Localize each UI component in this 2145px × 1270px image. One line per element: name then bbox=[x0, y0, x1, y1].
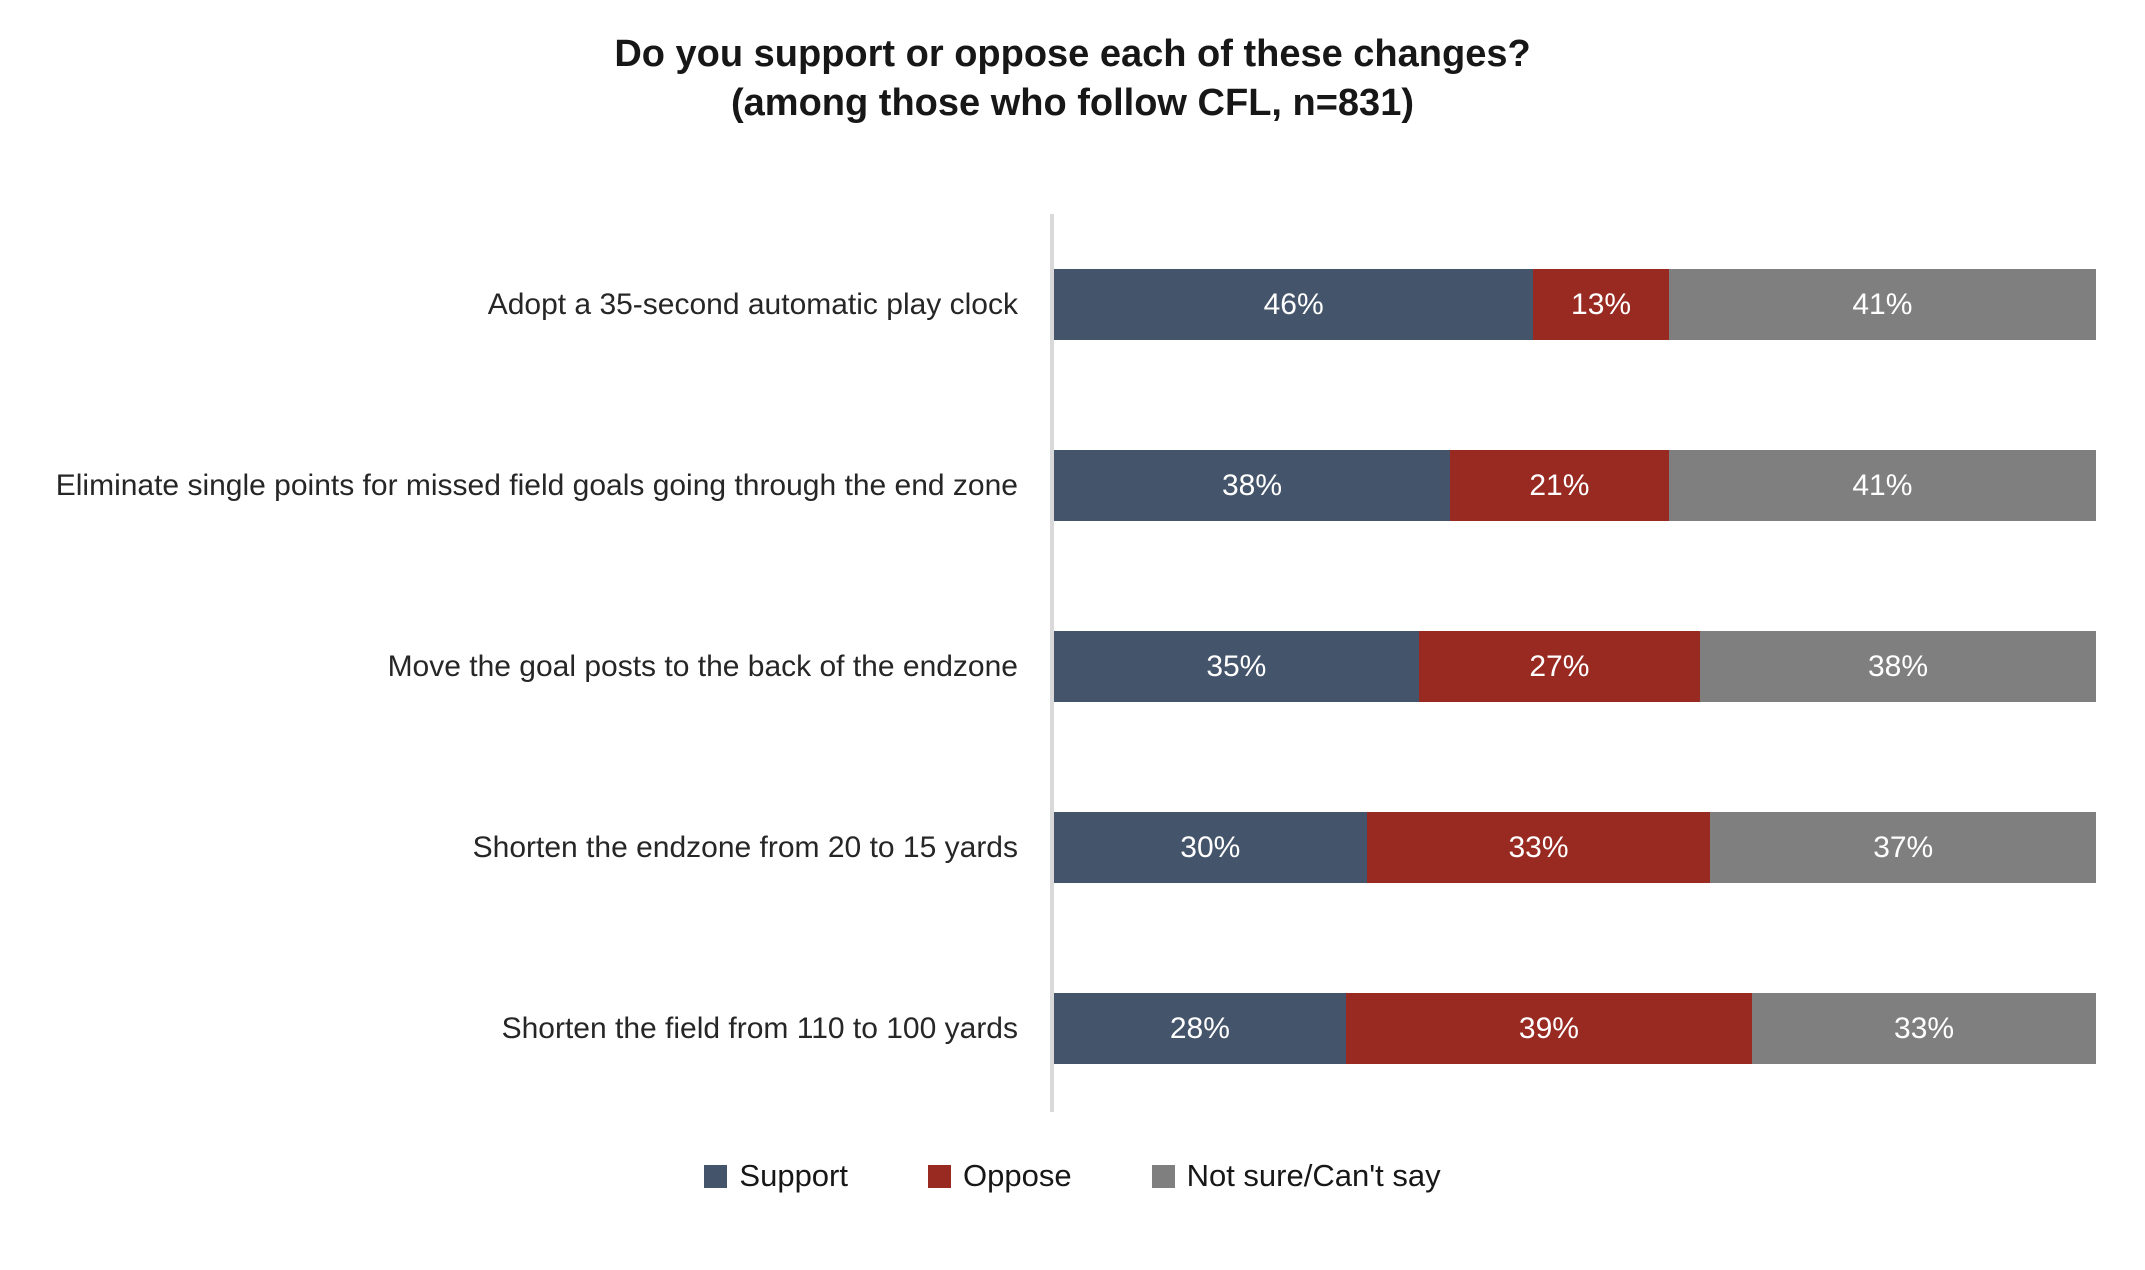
chart-row: Move the goal posts to the back of the e… bbox=[0, 576, 2145, 757]
category-label: Shorten the endzone from 20 to 15 yards bbox=[472, 830, 1018, 864]
chart-title-line1: Do you support or oppose each of these c… bbox=[614, 33, 1531, 75]
legend-item: Oppose bbox=[927, 1158, 1072, 1194]
bar-segment-support: 28% bbox=[1054, 993, 1346, 1064]
bar-segment-oppose: 13% bbox=[1533, 269, 1669, 340]
bar-value-label: 37% bbox=[1873, 830, 1934, 864]
bar-value-label: 28% bbox=[1169, 1011, 1230, 1045]
legend: Support Oppose Not sure/Can't say bbox=[0, 1158, 2145, 1194]
bar-segment-oppose: 21% bbox=[1449, 450, 1669, 521]
bar-value-label: 21% bbox=[1529, 468, 1590, 502]
bar-value-label: 38% bbox=[1867, 649, 1929, 683]
bar-segment-not-sure-can-t-say: 41% bbox=[1668, 269, 2096, 340]
bar-value-label: 41% bbox=[1852, 468, 1913, 502]
stacked-bar: 35% 27% 38% bbox=[1054, 631, 2096, 702]
category-axis-line bbox=[1050, 214, 1054, 1112]
chart-row: Shorten the field from 110 to 100 yards … bbox=[0, 938, 2145, 1119]
stacked-bar: 46% 13% 41% bbox=[1054, 269, 2096, 340]
bar-value-label: 30% bbox=[1180, 830, 1241, 864]
bar-value-label: 13% bbox=[1571, 287, 1632, 321]
bar-value-label: 41% bbox=[1852, 287, 1913, 321]
stacked-bar: 28% 39% 33% bbox=[1054, 993, 2096, 1064]
category-label: Shorten the field from 110 to 100 yards bbox=[501, 1011, 1018, 1045]
bar-segment-not-sure-can-t-say: 41% bbox=[1668, 450, 2096, 521]
bar-segment-not-sure-can-t-say: 33% bbox=[1752, 993, 2096, 1064]
legend-swatch-oppose bbox=[927, 1164, 951, 1188]
bar-segment-support: 46% bbox=[1054, 269, 1534, 340]
chart-title-line2: (among those who follow CFL, n=831) bbox=[731, 82, 1414, 125]
legend-label: Not sure/Can't say bbox=[1186, 1158, 1441, 1193]
category-label: Eliminate single points for missed field… bbox=[55, 468, 1018, 502]
bar-segment-support: 38% bbox=[1054, 450, 1450, 521]
bar-segment-not-sure-can-t-say: 38% bbox=[1700, 631, 2096, 702]
bar-segment-not-sure-can-t-say: 37% bbox=[1710, 812, 2096, 883]
legend-swatch-support bbox=[704, 1164, 728, 1188]
bar-segment-oppose: 33% bbox=[1366, 812, 1711, 883]
plot-rows: Adopt a 35-second automatic play clock 4… bbox=[0, 214, 2145, 1119]
bar-value-label: 46% bbox=[1263, 287, 1324, 321]
stacked-bar: 38% 21% 41% bbox=[1054, 450, 2096, 521]
category-label: Adopt a 35-second automatic play clock bbox=[487, 287, 1018, 321]
stacked-bar: 30% 33% 37% bbox=[1054, 812, 2096, 883]
chart-row: Eliminate single points for missed field… bbox=[0, 395, 2145, 576]
chart-title: Do you support or oppose each of these c… bbox=[0, 30, 2145, 129]
legend-item: Not sure/Can't say bbox=[1151, 1158, 1441, 1194]
legend-label: Support bbox=[739, 1158, 848, 1193]
legend-item: Support bbox=[704, 1158, 848, 1194]
bar-value-label: 38% bbox=[1221, 468, 1282, 502]
chart-row: Adopt a 35-second automatic play clock 4… bbox=[0, 214, 2145, 395]
bar-segment-support: 35% bbox=[1054, 631, 1419, 702]
legend-label: Oppose bbox=[962, 1158, 1072, 1193]
bar-value-label: 35% bbox=[1206, 649, 1267, 683]
bar-segment-oppose: 27% bbox=[1418, 631, 1701, 702]
chart-row: Shorten the endzone from 20 to 15 yards … bbox=[0, 757, 2145, 938]
category-label: Move the goal posts to the back of the e… bbox=[387, 649, 1018, 683]
bar-value-label: 33% bbox=[1894, 1011, 1955, 1045]
bar-value-label: 33% bbox=[1508, 830, 1569, 864]
bar-segment-oppose: 39% bbox=[1345, 993, 1753, 1064]
bar-segment-support: 30% bbox=[1054, 812, 1367, 883]
bar-value-label: 27% bbox=[1529, 649, 1590, 683]
legend-swatch-not-sure-can-t-say bbox=[1151, 1164, 1175, 1188]
bar-value-label: 39% bbox=[1518, 1011, 1579, 1045]
